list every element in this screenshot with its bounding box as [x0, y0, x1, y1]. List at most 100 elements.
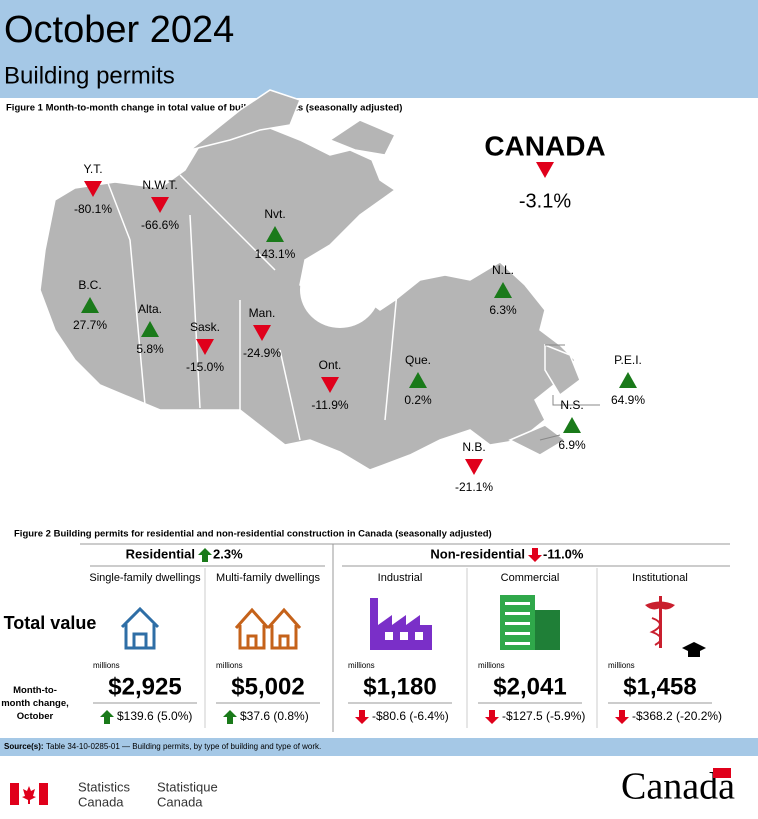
- change-arrow: [536, 162, 554, 178]
- type-name: Institutional: [632, 572, 688, 584]
- value-change: $139.6 (5.0%): [117, 709, 192, 723]
- value-change: $37.6 (0.8%): [240, 709, 309, 723]
- flag: [10, 783, 48, 805]
- icon-part: [505, 642, 530, 645]
- change-arrow: [563, 417, 581, 433]
- icon-part: [266, 607, 302, 650]
- region-label: N.B.: [462, 440, 485, 454]
- total-value: $5,002: [231, 673, 304, 700]
- group-change: -11.0%: [543, 546, 584, 561]
- header-band: [0, 0, 758, 98]
- icon-part: [649, 617, 662, 646]
- wordmark-flag: [713, 768, 731, 778]
- change-arrow: [485, 710, 499, 724]
- icon-part: [688, 651, 700, 657]
- value-change: -$368.2 (-20.2%): [632, 709, 722, 723]
- unit: millions: [348, 661, 375, 670]
- type-name: Commercial: [501, 572, 560, 584]
- row-label-box: Month-to-month change, October: [1, 685, 69, 722]
- region-label: Nvt.: [264, 207, 285, 221]
- change-arrow: [465, 459, 483, 475]
- region-change: 6.9%: [558, 438, 586, 452]
- change-arrow: [81, 297, 99, 313]
- unit: millions: [478, 661, 505, 670]
- region-label: N.S.: [560, 398, 583, 412]
- type-icon: [645, 596, 706, 657]
- icon-part: [234, 607, 302, 650]
- canada-change: -3.1%: [519, 190, 571, 212]
- icon-part: [120, 606, 160, 650]
- icon-part: [234, 607, 270, 650]
- row-label: Month-to-month change, October: [1, 685, 69, 722]
- icon-part: [500, 595, 560, 650]
- change-arrow: [253, 325, 271, 341]
- icon-part: [645, 596, 706, 657]
- change-arrow: [198, 548, 212, 562]
- value-change: -$80.6 (-6.4%): [372, 709, 449, 723]
- agency-fr: Statistique: [157, 779, 218, 794]
- change-arrow: [266, 226, 284, 242]
- group-change: 2.3%: [213, 546, 243, 561]
- change-arrow: [321, 377, 339, 393]
- type-icon: [120, 606, 160, 650]
- type-name: Industrial: [378, 572, 423, 584]
- region-change: -11.9%: [311, 398, 348, 412]
- region-change: 5.8%: [136, 342, 164, 356]
- change-arrow: [615, 710, 629, 724]
- icon-part: [659, 596, 662, 648]
- region-label: Alta.: [138, 302, 162, 316]
- group-label: Residential: [126, 546, 195, 561]
- source-band: [0, 738, 758, 756]
- icon-part: [535, 610, 560, 650]
- region-change: -66.6%: [141, 218, 179, 232]
- change-arrow: [528, 548, 542, 562]
- region-change: -24.9%: [243, 346, 281, 360]
- value-change: -$127.5 (-5.9%): [502, 709, 585, 723]
- icon-part: [370, 598, 432, 650]
- unit: millions: [608, 661, 635, 670]
- region-label: Y.T.: [83, 162, 102, 176]
- figure1-caption: Figure 1 Month-to-month change in total …: [6, 103, 402, 114]
- agency-en: Canada: [78, 794, 124, 809]
- subtitle: Building permits: [4, 62, 175, 89]
- icon-part: [505, 612, 530, 615]
- region-label: N.W.T.: [142, 178, 177, 192]
- type-icon: [234, 607, 302, 650]
- icon-part: [505, 622, 530, 625]
- icon-part: [400, 632, 408, 640]
- icon-part: [645, 601, 675, 610]
- region-change: -15.0%: [186, 360, 224, 374]
- canada-label: CANADA: [484, 130, 605, 161]
- type-name: Multi-family dwellings: [216, 572, 320, 584]
- change-arrow: [151, 197, 169, 213]
- unit: millions: [93, 661, 120, 670]
- figure2-caption: Figure 2 Building permits for residentia…: [14, 529, 492, 540]
- icon-part: [370, 598, 378, 650]
- icon-part: [505, 602, 530, 605]
- icon-part: [505, 632, 530, 635]
- region-change: 64.9%: [611, 393, 645, 407]
- type-icon: [370, 598, 432, 650]
- region-change: -21.1%: [455, 480, 493, 494]
- title: October 2024: [4, 9, 234, 51]
- region-label: Sask.: [190, 320, 220, 334]
- change-arrow: [223, 710, 237, 724]
- icon-part: [385, 632, 393, 640]
- region-change: -80.1%: [74, 202, 112, 216]
- total-value: $1,458: [623, 673, 696, 700]
- type-name: Single-family dwellings: [89, 572, 201, 584]
- region-label: Ont.: [319, 358, 342, 372]
- group-label: Non-residential: [430, 546, 525, 561]
- total-value: $2,925: [108, 673, 181, 700]
- change-arrow: [84, 181, 102, 197]
- agency-en: Statistics: [78, 779, 131, 794]
- icon-part: [505, 602, 530, 645]
- map: [39, 89, 581, 471]
- total-value: $1,180: [363, 673, 436, 700]
- change-arrow: [494, 282, 512, 298]
- region-change: 0.2%: [404, 393, 432, 407]
- region-change: 27.7%: [73, 318, 107, 332]
- change-arrow: [100, 710, 114, 724]
- region-label: Man.: [249, 306, 276, 320]
